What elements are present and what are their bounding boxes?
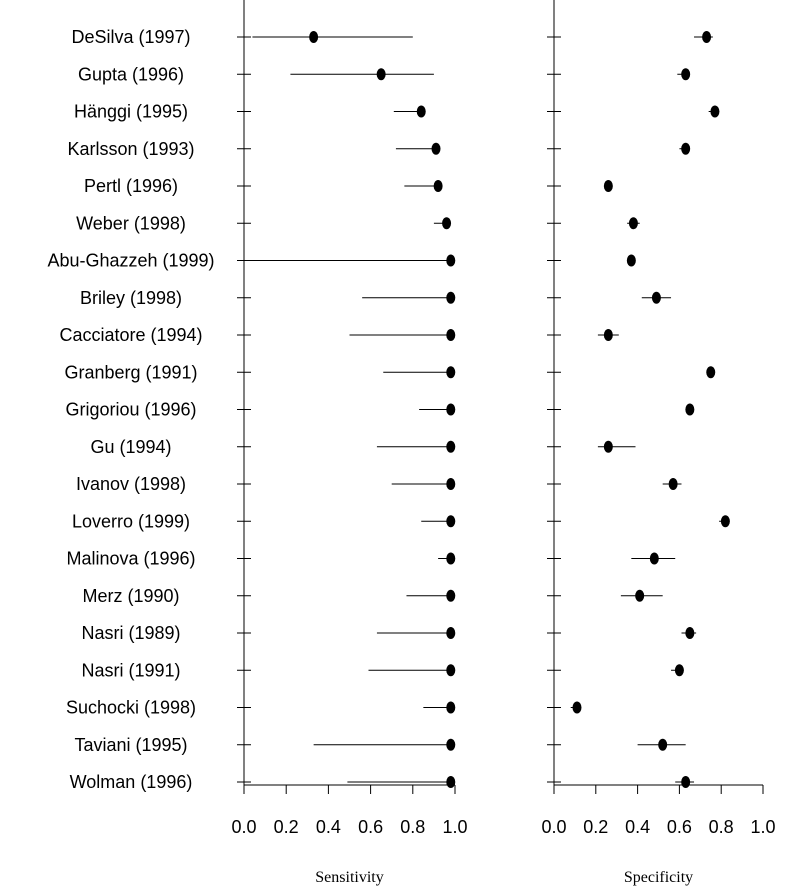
study-label: Malinova (1996): [66, 549, 195, 569]
point-estimate: [446, 254, 456, 267]
point-estimate: [681, 776, 691, 788]
sensitivity-panel: 0.0 0.2 0.4 0.6 0.8 1.0 Sensitivity: [231, 0, 468, 886]
study-label: Pertl (1996): [84, 176, 178, 196]
point-estimate: [416, 105, 426, 118]
point-estimate: [674, 664, 684, 677]
point-estimate: [603, 440, 613, 453]
study-label: Gupta (1996): [78, 64, 184, 84]
x-tick-label: 1.0: [750, 817, 775, 837]
point-estimate: [431, 142, 441, 155]
x-tick-label: 0.4: [625, 817, 650, 837]
x-axis-title: Specificity: [624, 869, 693, 886]
study-label: Karlsson (1993): [67, 139, 194, 159]
study-label: Briley (1998): [80, 288, 182, 308]
point-estimate: [603, 180, 613, 192]
x-tick-label: 0.0: [231, 817, 256, 837]
study-label: Loverro (1999): [72, 511, 190, 531]
point-estimate: [658, 738, 668, 751]
point-estimate: [433, 180, 443, 192]
point-estimate: [442, 217, 452, 230]
x-tick-label: 0.2: [274, 817, 299, 837]
x-tick-label: 0.0: [541, 817, 566, 837]
point-estimate: [446, 478, 456, 490]
study-label: Suchocki (1998): [66, 698, 196, 718]
point-estimate: [651, 291, 661, 304]
point-estimate: [626, 254, 636, 267]
study-label: Cacciatore (1994): [59, 325, 202, 345]
x-tick-label: 0.8: [709, 817, 734, 837]
study-label: Nasri (1991): [81, 660, 180, 680]
point-estimate: [446, 291, 456, 304]
point-estimate: [685, 403, 695, 416]
point-estimate: [681, 68, 691, 81]
study-label: Granberg (1991): [64, 362, 197, 382]
x-axis-title: Sensitivity: [315, 869, 383, 886]
x-tick-label: 0.2: [583, 817, 608, 837]
point-estimate: [706, 366, 716, 379]
point-estimate: [446, 329, 456, 341]
x-tick-label: 0.8: [400, 817, 425, 837]
study-label: Nasri (1989): [81, 623, 180, 643]
point-estimate: [685, 627, 695, 639]
point-estimate: [446, 440, 456, 453]
x-tick-label: 0.4: [316, 817, 341, 837]
point-estimate: [446, 664, 456, 677]
point-estimate: [446, 589, 456, 602]
point-estimate: [635, 589, 645, 602]
point-estimate: [446, 738, 456, 751]
point-estimate: [668, 478, 678, 490]
study-label: Hänggi (1995): [74, 102, 188, 122]
study-label: Abu-Ghazzeh (1999): [47, 251, 214, 271]
point-estimate: [720, 515, 730, 528]
study-label: Merz (1990): [82, 586, 179, 606]
x-tick-label: 0.6: [358, 817, 383, 837]
point-estimate: [446, 403, 456, 416]
specificity-panel: 0.0 0.2 0.4 0.6 0.8 1.0 Specificity: [541, 0, 776, 886]
point-estimate: [309, 31, 319, 43]
study-label: Grigoriou (1996): [65, 400, 196, 420]
point-estimate: [446, 776, 456, 788]
study-label: DeSilva (1997): [71, 27, 190, 47]
point-estimate: [681, 142, 691, 155]
study-label: Gu (1994): [90, 437, 171, 457]
point-estimate: [603, 329, 613, 341]
point-estimate: [628, 217, 638, 230]
point-estimate: [446, 701, 456, 714]
point-estimate: [572, 701, 582, 714]
point-estimate: [446, 552, 456, 565]
study-label: Taviani (1995): [74, 735, 187, 755]
point-estimate: [376, 68, 386, 81]
point-estimate: [446, 366, 456, 379]
study-label: Weber (1998): [76, 213, 186, 233]
x-tick-label: 1.0: [442, 817, 467, 837]
point-estimate: [446, 627, 456, 639]
point-estimate: [710, 105, 720, 118]
point-estimate: [446, 515, 456, 528]
point-estimate: [702, 31, 712, 43]
study-label: Wolman (1996): [70, 772, 193, 792]
x-tick-label: 0.6: [667, 817, 692, 837]
study-labels: DeSilva (1997) Gupta (1996) Hänggi (1995) K…: [47, 27, 214, 792]
study-label: Ivanov (1998): [76, 474, 186, 494]
point-estimate: [649, 552, 659, 565]
